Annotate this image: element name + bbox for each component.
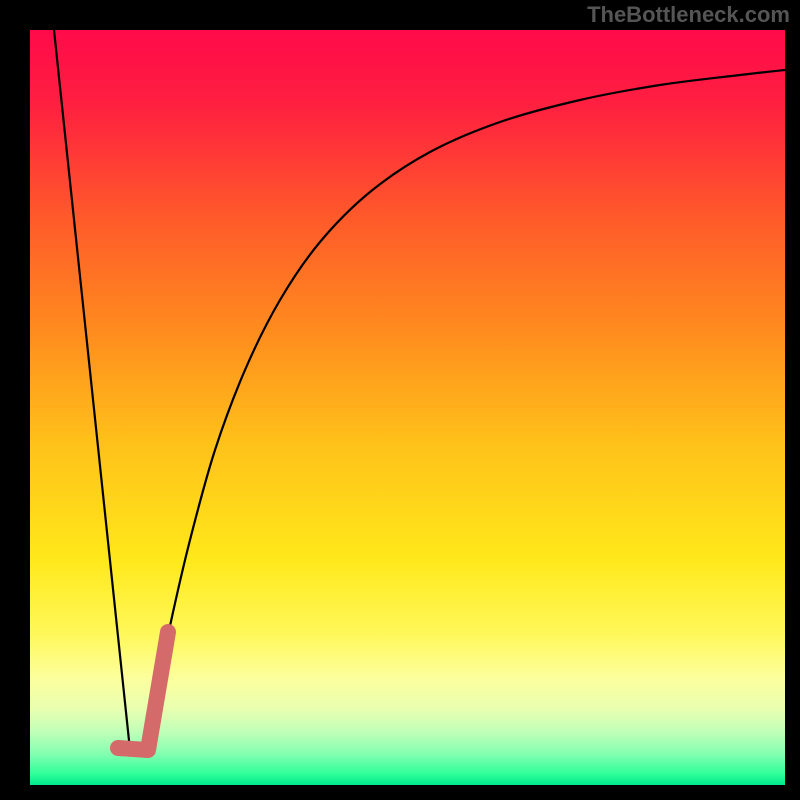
- right-curve: [142, 70, 785, 754]
- chart-canvas: TheBottleneck.com: [0, 0, 800, 800]
- watermark-text: TheBottleneck.com: [587, 2, 790, 28]
- left-curve: [54, 30, 130, 750]
- curves-layer: [30, 30, 785, 785]
- j-marker: [118, 632, 168, 750]
- plot-area: [30, 30, 785, 785]
